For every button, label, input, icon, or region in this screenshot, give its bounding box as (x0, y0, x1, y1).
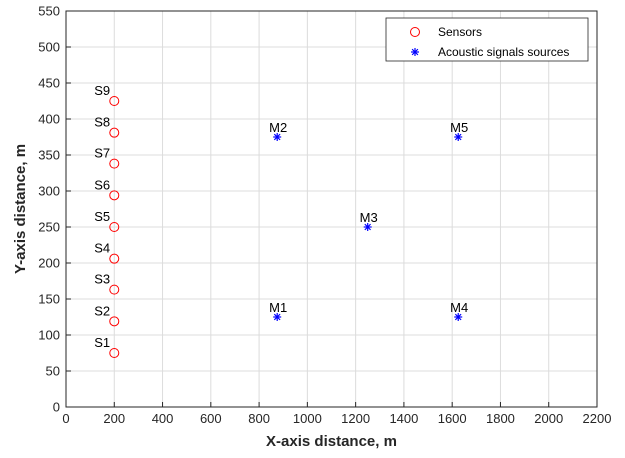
x-tick-label: 800 (248, 411, 270, 426)
sensor-label: S4 (94, 241, 110, 256)
source-marker (454, 313, 463, 321)
y-tick-label: 300 (38, 184, 60, 199)
sensor-label: S2 (94, 303, 110, 318)
asterisk-stroke (454, 313, 462, 321)
legend-box (385, 17, 589, 62)
sensor-label: S3 (94, 272, 110, 287)
plot-frame (65, 10, 598, 408)
x-tick-label: 1600 (438, 411, 467, 426)
y-axis-title: Y-axis distance, m (12, 144, 29, 274)
source-marker (454, 133, 463, 141)
source-label: M5 (450, 120, 468, 135)
x-tick-label: 200 (103, 411, 125, 426)
sensor-marker (109, 190, 120, 201)
data-points: S1 S2 S3 S4 S5 S6 S7 S8 S9 M1 M2 M3 M4 M5 (94, 83, 468, 358)
sensor-label: S9 (94, 83, 110, 98)
x-tick-label: 1400 (389, 411, 418, 426)
asterisk-stroke (411, 48, 419, 56)
sensor-label: S1 (94, 335, 110, 350)
x-tick-label: 2000 (534, 411, 563, 426)
x-tick-label: 0 (62, 411, 69, 426)
x-tick-label: 1200 (341, 411, 370, 426)
y-tick-label: 200 (38, 256, 60, 271)
legend-source-marker (411, 48, 419, 56)
sensor-marker (109, 316, 120, 327)
axis-ticks: 0 200 400 600 800 1000 1200 1400 1600 1800 2000 220… (38, 4, 611, 427)
y-tick-label: 100 (38, 328, 60, 343)
source-marker (273, 313, 282, 321)
source-marker (273, 133, 282, 141)
y-tick-label: 550 (38, 4, 60, 19)
asterisk-stroke (273, 313, 281, 321)
x-tick-label: 1800 (486, 411, 515, 426)
legend: Sensors Acoustic signals sources (385, 17, 589, 62)
plot-background (66, 11, 597, 407)
asterisk-stroke (273, 133, 281, 141)
sensor-marker (109, 96, 120, 106)
sensor-marker (109, 253, 120, 264)
source-label: M3 (360, 210, 378, 225)
x-tick-label: 1000 (293, 411, 322, 426)
sensor-marker (109, 158, 120, 169)
sensor-marker (109, 127, 120, 138)
sensor-marker (109, 348, 120, 358)
y-tick-label: 450 (38, 76, 60, 91)
asterisk-stroke (454, 133, 462, 141)
source-marker (363, 223, 372, 231)
y-tick-label: 400 (38, 112, 60, 127)
x-tick-label: 600 (200, 411, 222, 426)
y-tick-label: 150 (38, 292, 60, 307)
y-tick-label: 500 (38, 40, 60, 55)
sensor-label: S7 (94, 146, 110, 161)
legend-sensor-marker (410, 27, 420, 37)
sensor-label: S8 (94, 115, 110, 130)
y-tick-label: 350 (38, 148, 60, 163)
sensor-marker (109, 222, 120, 232)
legend-asterisk (411, 48, 419, 56)
sensor-label: S6 (94, 177, 110, 192)
y-tick-label: 250 (38, 220, 60, 235)
y-tick-label: 0 (53, 400, 60, 415)
y-tick-label: 50 (46, 364, 60, 379)
sensor-marker (109, 284, 120, 295)
legend-sensors-label: Sensors (438, 25, 482, 39)
source-label: M1 (269, 300, 287, 315)
sensor-label: S5 (94, 209, 110, 224)
x-tick-label: 400 (152, 411, 174, 426)
source-label: M2 (269, 120, 287, 135)
source-label: M4 (450, 300, 468, 315)
legend-sources-label: Acoustic signals sources (438, 45, 569, 59)
asterisk-stroke (364, 223, 372, 231)
x-tick-label: 2200 (583, 411, 612, 426)
x-axis-title: X-axis distance, m (266, 433, 397, 450)
